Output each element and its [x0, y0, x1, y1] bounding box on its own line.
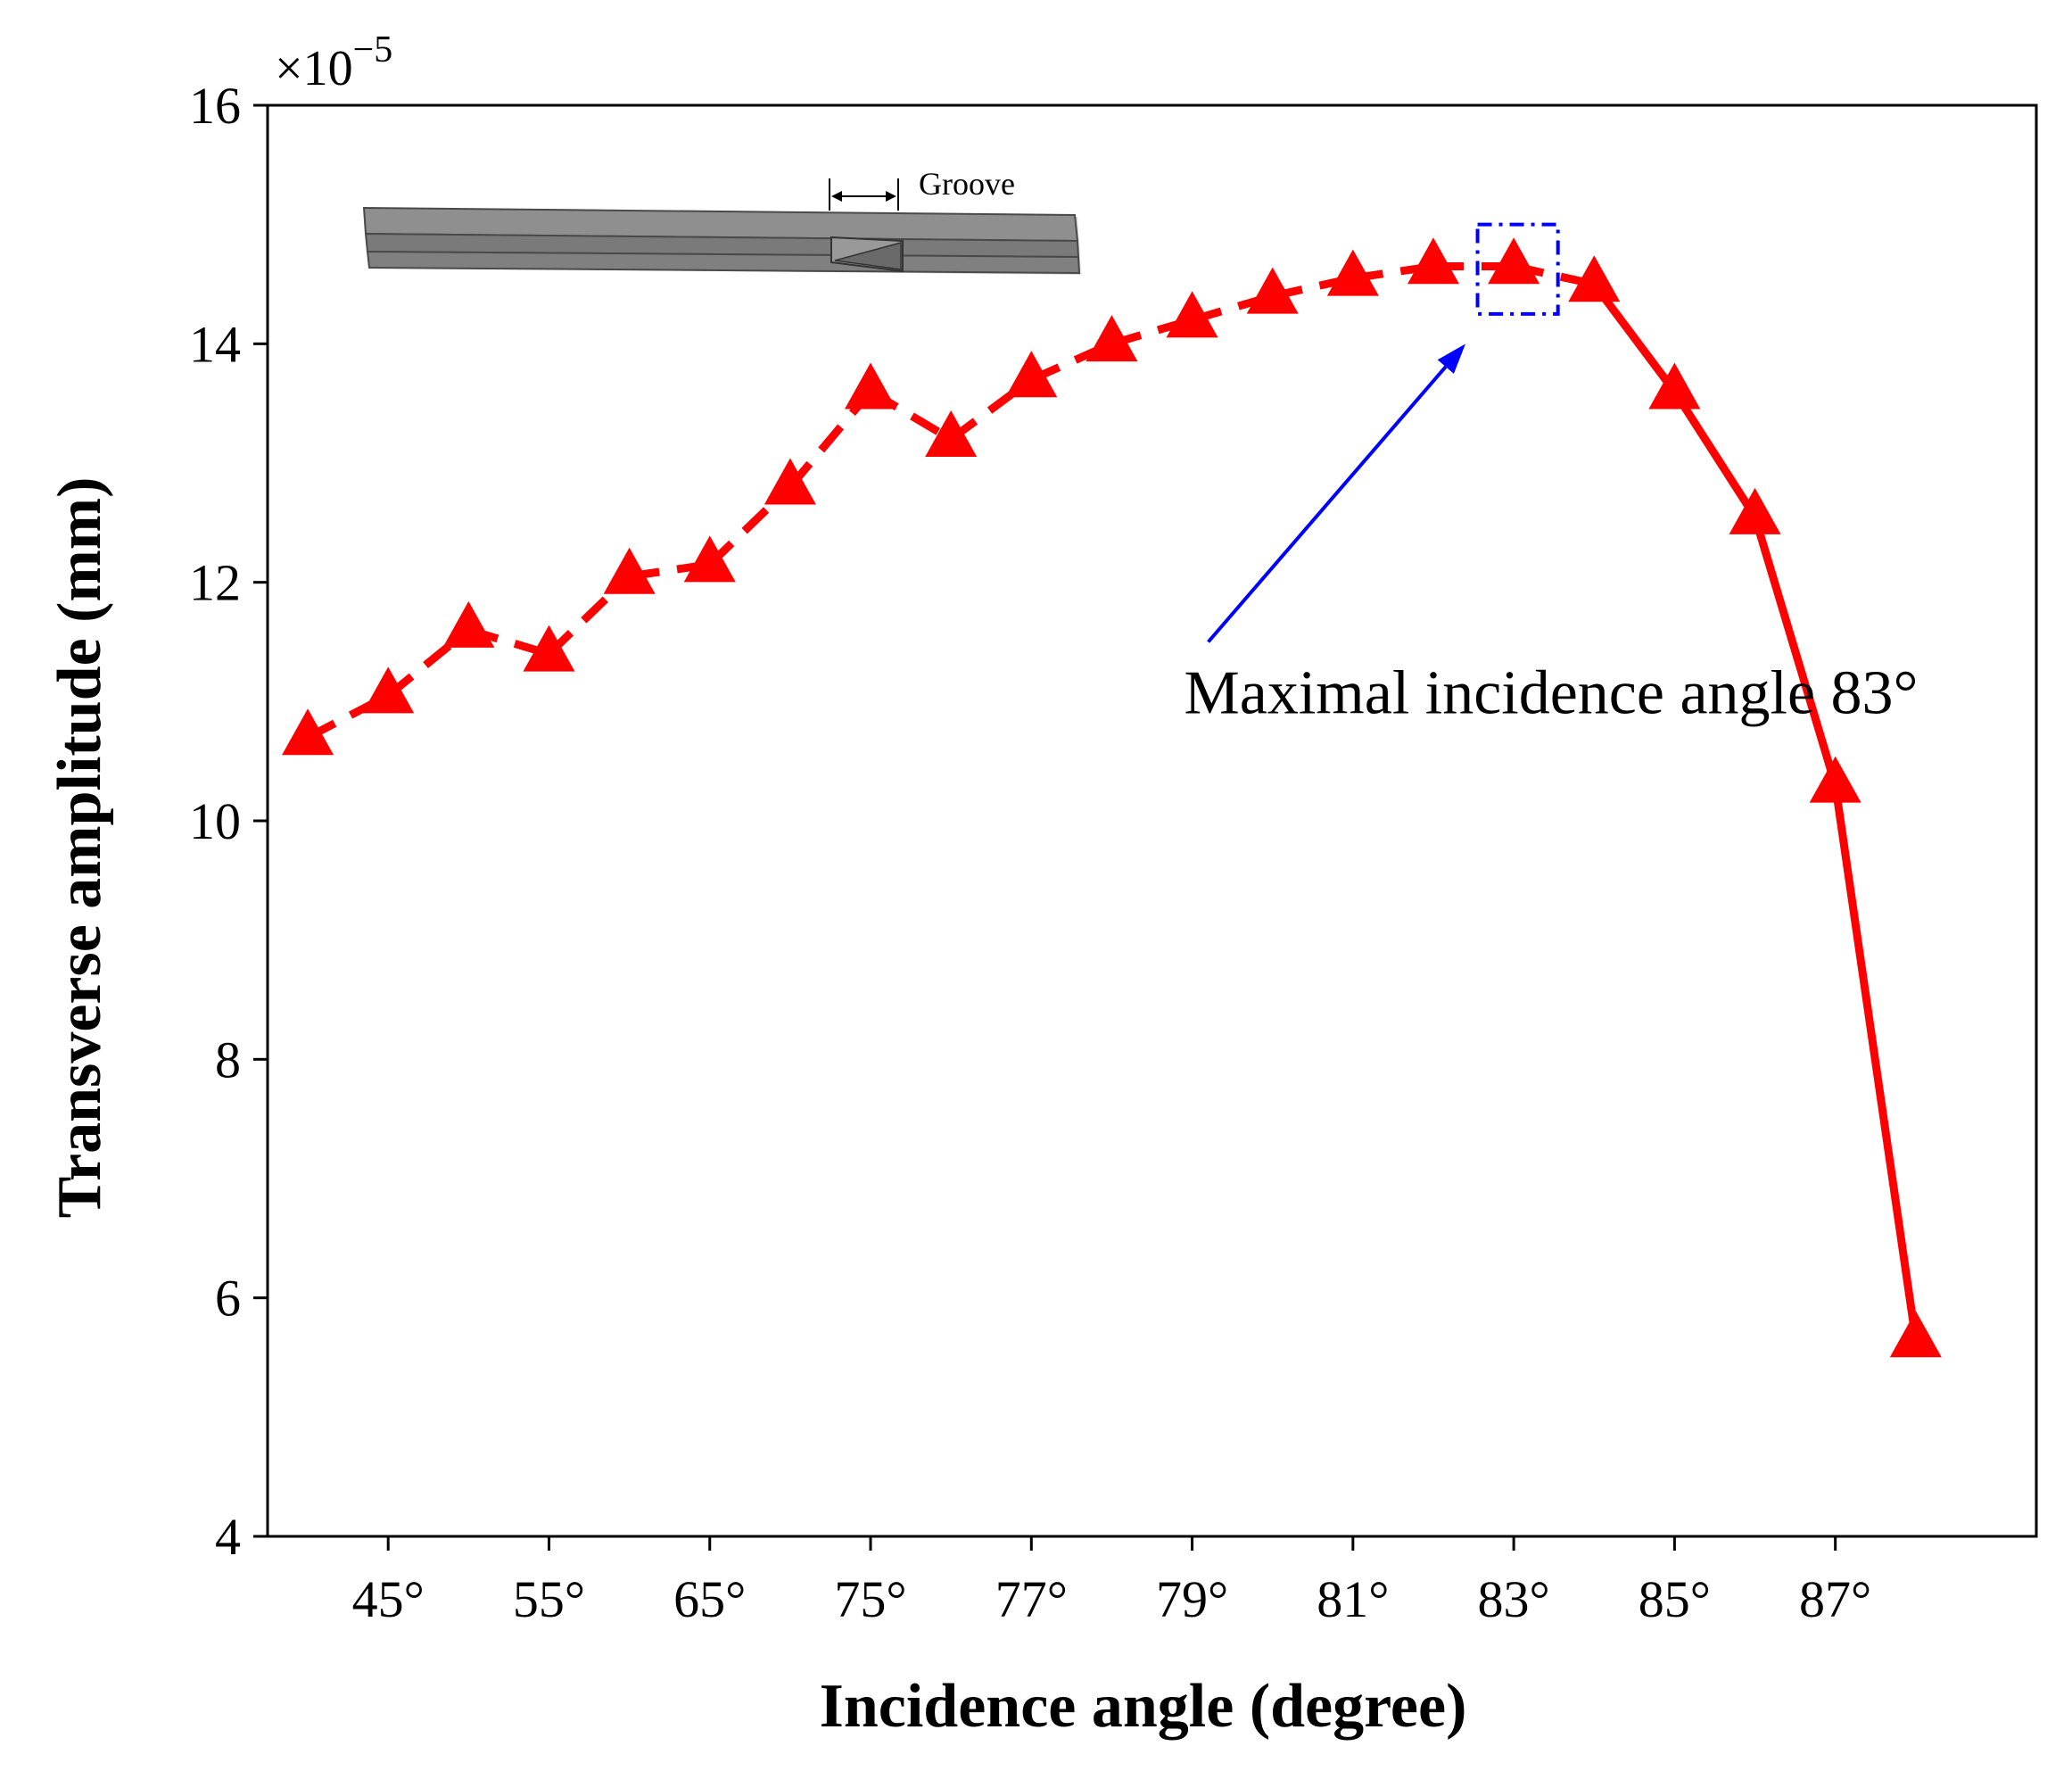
- y-tick-label-16: 16: [189, 77, 241, 135]
- data-point-11: [1166, 291, 1218, 338]
- data-point-13: [1326, 249, 1379, 296]
- data-point-17: [1648, 362, 1701, 410]
- series-0-segment-16: [1590, 281, 1678, 394]
- inset-dim-arrow-left: [831, 191, 842, 202]
- data-point-16: [1568, 255, 1621, 302]
- x-tick-label-6: 81°: [1317, 1570, 1389, 1628]
- data-point-5: [683, 535, 736, 583]
- annotation-arrow-shaft-0: [1207, 365, 1448, 643]
- annotation-text-0: Maximal incidence angle 83°: [1185, 659, 1919, 728]
- data-point-0: [282, 708, 334, 756]
- data-point-19: [1809, 756, 1861, 803]
- data-point-9: [1005, 351, 1058, 398]
- data-point-7: [845, 362, 897, 410]
- highlight-box: [1475, 222, 1560, 316]
- y-tick-label-10: 10: [189, 792, 241, 850]
- series-0-segment-1: [385, 626, 472, 699]
- y-exponent-power: −5: [353, 29, 393, 70]
- series-0-segment-19: [1831, 784, 1920, 1341]
- y-tick-label-14: 14: [189, 315, 241, 373]
- y-axis-exponent: ×10−5: [275, 29, 392, 96]
- data-point-14: [1407, 237, 1459, 285]
- data-point-8: [925, 410, 978, 458]
- data-point-4: [603, 547, 656, 594]
- series-0-segment-17: [1671, 389, 1759, 519]
- y-axis-title: Transverse amplitude (mm): [45, 477, 114, 1219]
- x-tick-label-5: 79°: [1156, 1570, 1228, 1628]
- x-tick-label-8: 85°: [1639, 1570, 1711, 1628]
- inset-dim-arrow-right: [886, 191, 896, 202]
- series-0-segment-8: [948, 376, 1034, 443]
- x-tick-label-9: 87°: [1799, 1570, 1871, 1628]
- series-0-segment-3: [546, 573, 632, 658]
- data-point-18: [1729, 487, 1781, 534]
- series-0-segment-18: [1751, 515, 1839, 787]
- x-tick-label-7: 83°: [1478, 1570, 1550, 1628]
- y-tick-label-4: 4: [215, 1508, 241, 1566]
- data-point-10: [1086, 315, 1138, 362]
- x-tick-label-2: 65°: [673, 1570, 746, 1628]
- inset-groove-label: Groove: [919, 166, 1015, 202]
- y-tick-label-8: 8: [215, 1030, 241, 1088]
- x-tick-label-3: 75°: [834, 1570, 906, 1628]
- y-tick-label-12: 12: [189, 554, 241, 612]
- data-point-6: [764, 458, 816, 505]
- series-0-segment-5: [706, 484, 794, 567]
- x-tick-label-1: 55°: [513, 1570, 585, 1628]
- data-point-15: [1488, 237, 1540, 285]
- data-point-20: [1889, 1311, 1942, 1358]
- plot-frame: [266, 103, 2038, 1538]
- y-tick-label-6: 6: [215, 1270, 241, 1328]
- x-tick-label-4: 77°: [995, 1570, 1068, 1628]
- inset-groove-slope: [834, 242, 902, 270]
- data-point-1: [362, 666, 415, 714]
- data-point-2: [442, 600, 495, 648]
- y-exponent-base: ×10: [275, 41, 353, 96]
- x-axis-title: Incidence angle (degree): [820, 1672, 1467, 1741]
- x-tick-label-0: 45°: [352, 1570, 425, 1628]
- data-point-12: [1246, 267, 1299, 314]
- data-point-3: [523, 625, 575, 672]
- annotation-arrow-head-0: [1437, 343, 1466, 374]
